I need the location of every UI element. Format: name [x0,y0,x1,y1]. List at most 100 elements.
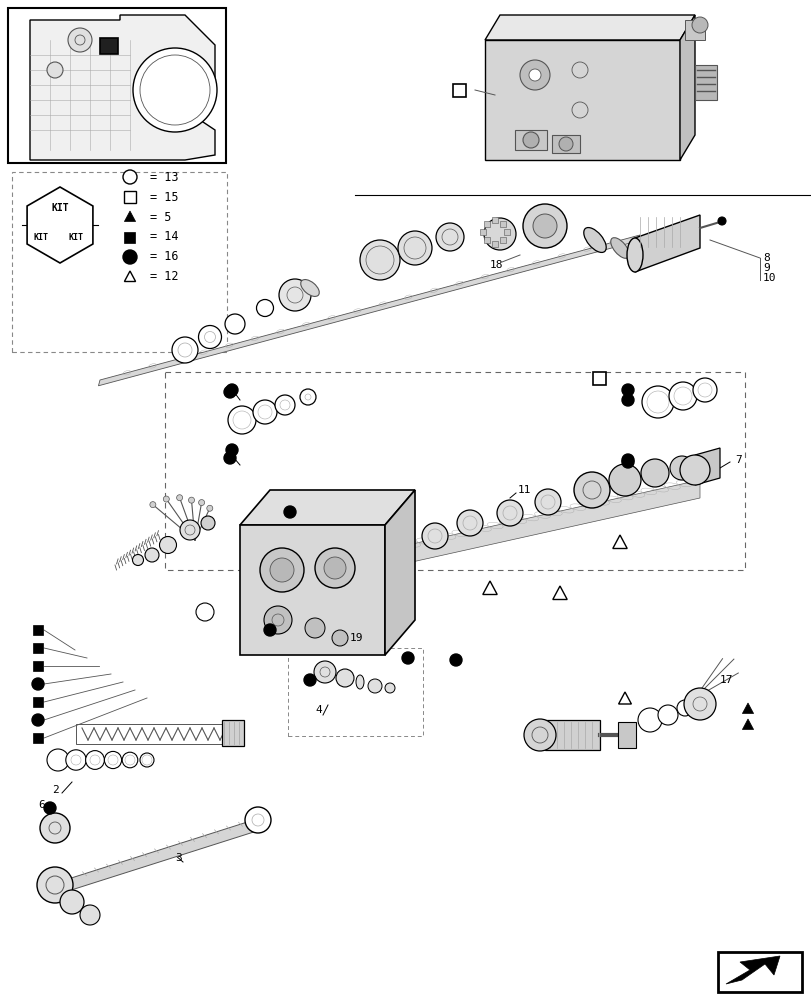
Circle shape [299,389,315,405]
Circle shape [315,548,354,588]
Bar [491,217,497,223]
Circle shape [224,386,236,398]
Circle shape [532,214,556,238]
Bar [593,371,606,384]
Bar [100,38,118,54]
Circle shape [188,497,195,503]
Circle shape [270,558,294,582]
Circle shape [642,386,673,418]
Text: 18: 18 [489,260,503,270]
Bar [617,722,635,748]
Circle shape [225,384,238,396]
Circle shape [198,326,221,349]
Bar [33,625,43,635]
Circle shape [225,444,238,456]
Polygon shape [30,15,215,160]
Circle shape [85,751,105,769]
Ellipse shape [626,238,642,272]
Circle shape [264,624,276,636]
Circle shape [47,749,69,771]
Polygon shape [741,703,753,713]
Bar [483,221,489,227]
Circle shape [279,279,311,311]
Circle shape [32,678,44,690]
Circle shape [332,630,348,646]
Bar [33,643,43,653]
Polygon shape [694,448,719,485]
Text: 19: 19 [350,633,363,643]
Circle shape [284,506,296,518]
Polygon shape [634,215,699,272]
Circle shape [717,217,725,225]
Bar [514,130,547,150]
Circle shape [163,496,169,502]
Circle shape [621,384,633,396]
Text: KIT: KIT [51,203,69,213]
Circle shape [676,700,692,716]
Circle shape [483,218,515,250]
Circle shape [691,17,707,33]
Text: 2: 2 [52,785,58,795]
Bar [12,172,227,352]
Polygon shape [741,719,753,729]
Bar [500,237,506,243]
Circle shape [176,495,182,501]
Circle shape [608,464,640,496]
Circle shape [150,502,156,508]
Text: = 13: = 13 [150,171,178,184]
Circle shape [683,688,715,720]
Circle shape [159,536,176,554]
Polygon shape [612,535,626,548]
Circle shape [324,557,345,579]
Circle shape [122,170,137,184]
Bar [504,229,509,235]
Bar [484,40,679,160]
Circle shape [384,683,394,693]
Circle shape [534,489,560,515]
Circle shape [314,661,336,683]
Bar [8,8,225,163]
Circle shape [66,750,86,770]
Ellipse shape [610,238,629,258]
Circle shape [637,708,661,732]
Circle shape [305,618,324,638]
Polygon shape [124,211,135,222]
Circle shape [336,669,354,687]
Text: = 5: = 5 [150,211,171,224]
Circle shape [668,382,696,410]
Bar [76,724,225,744]
Circle shape [47,62,63,78]
Polygon shape [98,235,639,386]
Bar [684,20,704,40]
Text: 11: 11 [517,485,531,495]
Circle shape [172,337,198,363]
Bar [124,191,135,203]
Polygon shape [483,581,496,594]
Bar [221,720,243,746]
Text: 7: 7 [734,455,740,465]
Circle shape [225,314,245,334]
Text: 9: 9 [762,263,769,273]
Text: 3: 3 [175,853,182,863]
Circle shape [669,456,693,480]
Bar [453,84,466,97]
Bar [500,221,506,227]
Circle shape [621,454,633,466]
Circle shape [44,802,56,814]
Circle shape [80,905,100,925]
Bar [288,648,423,736]
Circle shape [199,500,204,506]
Circle shape [519,60,549,90]
Polygon shape [679,15,694,160]
Bar [33,697,43,707]
Ellipse shape [355,675,363,689]
Circle shape [207,505,212,511]
Circle shape [264,606,292,634]
Circle shape [573,472,609,508]
Text: = 15: = 15 [150,191,178,204]
Circle shape [621,394,633,406]
Circle shape [145,548,159,562]
Circle shape [105,751,122,769]
Circle shape [436,223,463,251]
Bar [124,232,135,242]
